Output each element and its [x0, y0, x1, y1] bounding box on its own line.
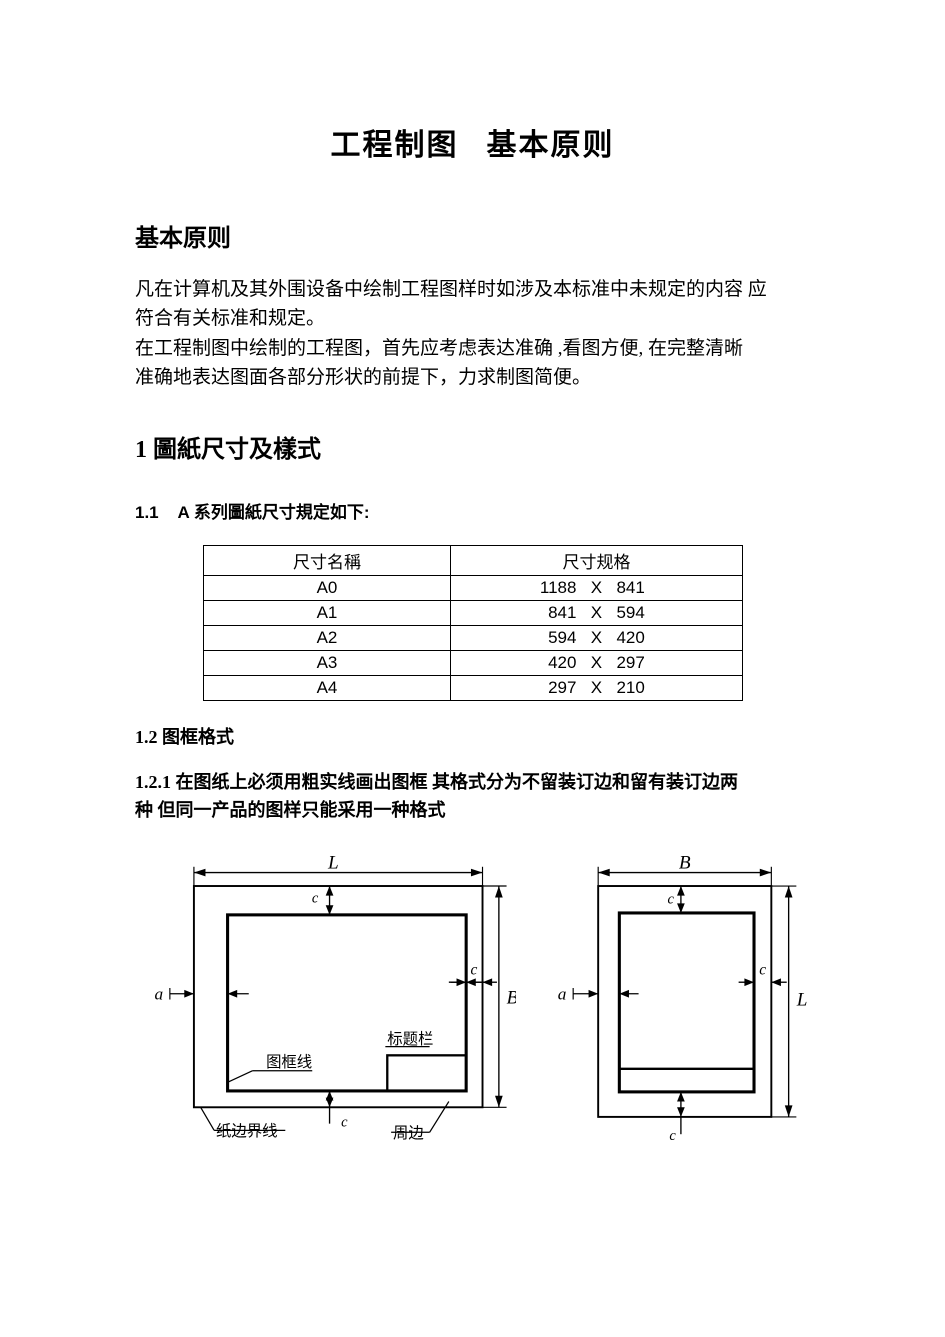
cell-size-name: A1 [203, 600, 451, 625]
cell-size-spec: 841X594 [451, 600, 742, 625]
label-edge-line: 纸边界线 [216, 1122, 278, 1140]
para1-l1: 凡在计算机及其外围设备中绘制工程图样时如涉及本标准中未规定的内容 应 [135, 279, 767, 300]
cell-size-spec: 420X297 [451, 650, 742, 675]
label-L: L [327, 853, 339, 874]
table-row: A01188X841 [203, 575, 742, 600]
table-row: A2594X420 [203, 625, 742, 650]
heading-basic-principles: 基本原则 [135, 218, 810, 253]
label-frame-line: 图框线 [266, 1052, 312, 1070]
label-c-bottom: c [341, 1114, 348, 1130]
th-size-spec: 尺寸规格 [451, 545, 742, 575]
cell-size-spec: 594X420 [451, 625, 742, 650]
cell-size-name: A2 [203, 625, 451, 650]
diagram-portrait: B L c a c [552, 853, 810, 1173]
label-c-bottom2: c [670, 1128, 677, 1144]
sub11-text: A 系列圖紙尺寸規定如下: [178, 503, 370, 522]
label-title-block: 标题栏 [387, 1029, 433, 1047]
label-margin: 周边 [393, 1124, 424, 1142]
title-part2: 基本原则 [487, 129, 615, 162]
paper-size-table: 尺寸名稱 尺寸规格 A01188X841A1841X594A2594X420A3… [203, 545, 743, 701]
cell-size-name: A3 [203, 650, 451, 675]
section-1-heading: 1 圖紙尺寸及樣式 [135, 429, 810, 464]
diagram-landscape: L B c c [141, 853, 516, 1173]
cell-size-name: A0 [203, 575, 451, 600]
para1-l2: 符合有关标准和规定。 [135, 308, 325, 329]
sub11-number: 1.1 [135, 503, 159, 522]
table-row: A3420X297 [203, 650, 742, 675]
cell-size-spec: 1188X841 [451, 575, 742, 600]
title-part1: 工程制图 [331, 129, 459, 162]
table-row: A1841X594 [203, 600, 742, 625]
document-page: 工程制图基本原则 基本原则 凡在计算机及其外围设备中绘制工程图样时如涉及本标准中… [0, 0, 945, 1337]
cell-size-name: A4 [203, 675, 451, 700]
para1-l4: 准确地表达图面各部分形状的前提下，力求制图简便。 [135, 367, 591, 388]
label-B-top: B [679, 853, 691, 874]
table-row: A4297X210 [203, 675, 742, 700]
subsection-1-1: 1.1 A 系列圖紙尺寸規定如下: [135, 498, 810, 523]
label-L-right: L [796, 989, 808, 1010]
page-title: 工程制图基本原则 [135, 120, 810, 164]
label-c-right2: c [759, 961, 766, 978]
sub121-l1: 1.2.1 在图纸上必须用粗实线画出图框 其格式分为不留装订边和留有装订边两 [135, 772, 738, 792]
label-a-left: a [154, 984, 163, 1003]
subsection-1-2-1: 1.2.1 在图纸上必须用粗实线画出图框 其格式分为不留装订边和留有装订边两 种… [135, 769, 810, 825]
label-B-right: B [506, 987, 516, 1008]
para1-l3: 在工程制图中绘制的工程图，首先应考虑表达准确 ,看图方便, 在完整清晰 [135, 338, 743, 359]
frame-diagrams: L B c c [135, 853, 810, 1173]
th-size-name: 尺寸名稱 [203, 545, 451, 575]
sub121-l2: 种 但同一产品的图样只能采用一种格式 [135, 800, 446, 820]
label-c-right: c [470, 961, 477, 978]
label-c-top2: c [668, 891, 675, 907]
cell-size-spec: 297X210 [451, 675, 742, 700]
subsection-1-2: 1.2 图框格式 [135, 723, 810, 749]
table-header-row: 尺寸名稱 尺寸规格 [203, 545, 742, 575]
label-c-top: c [312, 890, 319, 906]
intro-paragraph: 凡在计算机及其外围设备中绘制工程图样时如涉及本标准中未规定的内容 应 符合有关标… [135, 275, 810, 393]
label-a-left2: a [558, 984, 567, 1003]
